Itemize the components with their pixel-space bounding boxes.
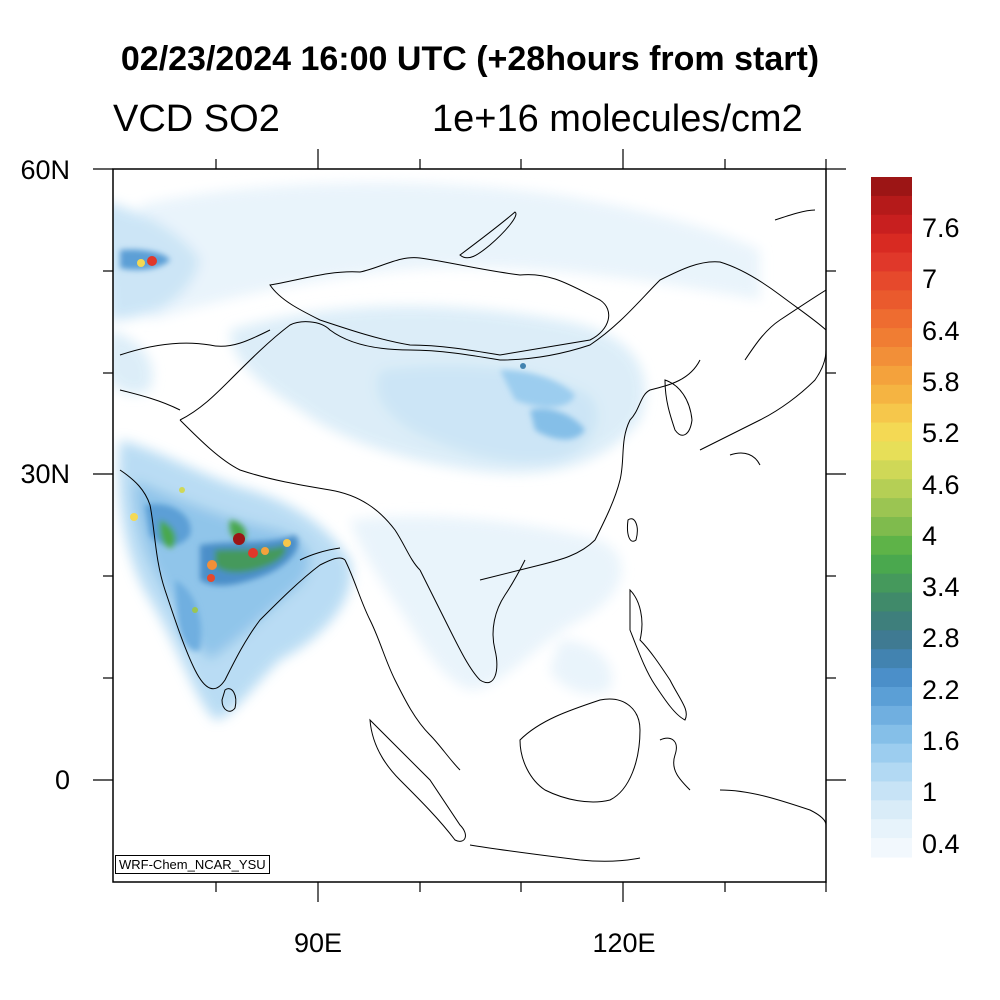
colorbar-tick-label: 7 [922, 264, 938, 295]
hotspot-marker [130, 513, 138, 521]
colorbar-swatch [871, 441, 912, 461]
colorbar-swatch [871, 271, 912, 291]
hotspot-marker [520, 363, 526, 369]
colorbar-swatch [871, 309, 912, 329]
colorbar-tick-label: 4.6 [922, 469, 960, 500]
lat-label-30n: 30N [20, 459, 70, 489]
colorbar-swatch [871, 214, 912, 235]
coastlines [119, 209, 826, 862]
colorbar-tick-label: 7.6 [922, 213, 960, 243]
colorbar-tick-label: 1 [922, 777, 938, 808]
colorbar-swatch [871, 668, 912, 688]
colorbar-swatch [871, 630, 912, 650]
colorbar-swatch [871, 365, 912, 386]
lon-label-120e: 120E [592, 928, 656, 958]
colorbar-swatch [871, 743, 912, 764]
colorbar-swatch [871, 573, 912, 594]
colorbar-tick-label: 2.8 [922, 623, 960, 654]
colorbar-tick-label: 6.4 [922, 315, 960, 346]
variable-label: VCD SO2 [113, 98, 280, 140]
hotspot-marker [179, 487, 185, 493]
colorbar-swatch [871, 705, 912, 726]
units-label: 1e+16 molecules/cm2 [432, 98, 803, 140]
colorbar-swatch [871, 252, 912, 273]
colorbar-swatch [871, 781, 912, 801]
colorbar-swatch [871, 498, 912, 518]
colorbar-swatch [871, 800, 912, 820]
colorbar-swatch [871, 687, 912, 707]
colorbar-tick-label: 3.4 [922, 572, 960, 603]
colorbar-swatch [871, 479, 912, 499]
colorbar-swatch [871, 422, 912, 443]
hotspot-marker [261, 547, 269, 555]
colorbar-swatch [871, 535, 912, 556]
colorbar-swatch [871, 290, 912, 310]
colorbar-swatch [871, 819, 912, 839]
hotspot-marker [233, 533, 245, 545]
colorbar-tick-label: 4 [922, 520, 938, 551]
lon-label-90e: 90E [293, 928, 343, 958]
colorbar-swatch [871, 195, 912, 216]
colorbar-swatch [871, 724, 912, 745]
map-border [112, 168, 827, 883]
hotspot-marker [283, 539, 291, 547]
colorbar-swatch [871, 403, 912, 424]
hotspot-marker [147, 256, 157, 266]
colorbar-swatch [871, 554, 912, 575]
colorbar-swatch [871, 517, 912, 537]
colorbar-swatch [871, 328, 912, 348]
hotspot-marker [207, 574, 215, 582]
colorbar-tick-label: 5.2 [922, 418, 960, 449]
colorbar-swatch [871, 592, 912, 613]
hotspot-marker [137, 259, 145, 267]
hotspot-marker [192, 607, 198, 613]
so2-shading [113, 182, 760, 720]
hotspot-marker [248, 548, 258, 558]
colorbar-swatch [871, 347, 912, 367]
colorbar-swatch [871, 649, 912, 669]
colorbar [871, 177, 912, 858]
tick-marks [93, 149, 846, 902]
colorbar-tick-label: 5.8 [922, 366, 960, 397]
colorbar-swatch [871, 384, 912, 405]
colorbar-swatch [871, 611, 912, 631]
hotspot-marker [207, 560, 217, 570]
colorbar-swatch [871, 762, 912, 783]
lat-label-60n: 60N [20, 155, 70, 185]
model-watermark: WRF-Chem_NCAR_YSU [115, 855, 270, 874]
colorbar-swatch [871, 233, 912, 254]
colorbar-swatch [871, 177, 912, 197]
colorbar-tick-label: 2.2 [922, 674, 960, 705]
colorbar-swatch [871, 838, 912, 858]
chart-title: 02/23/2024 16:00 UTC (+28hours from star… [120, 40, 820, 78]
colorbar-swatch [871, 460, 912, 480]
lat-label-equator: 0 [54, 765, 70, 795]
colorbar-tick-label: 0.4 [922, 828, 960, 859]
colorbar-tick-label: 1.6 [922, 726, 960, 756]
